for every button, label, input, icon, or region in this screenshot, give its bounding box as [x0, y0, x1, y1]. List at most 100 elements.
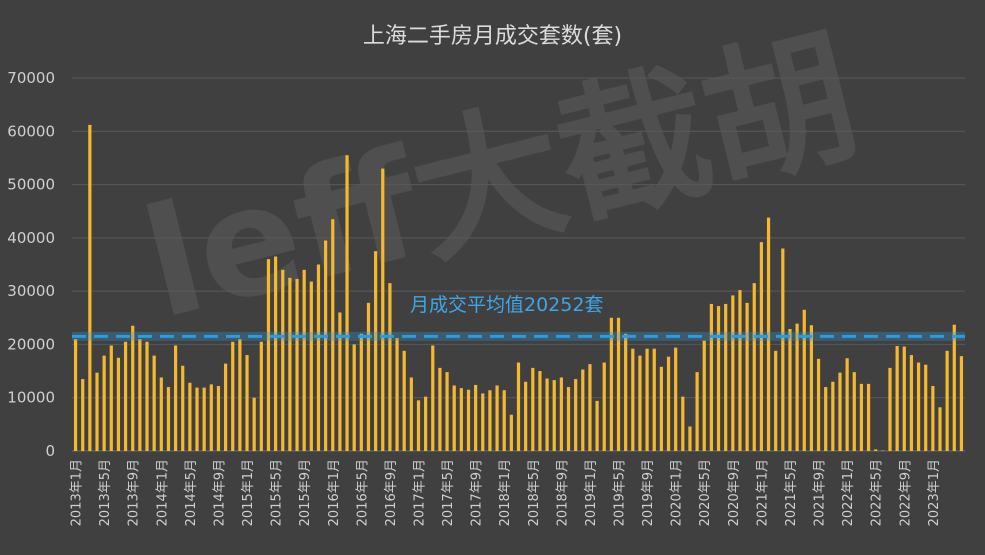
bar	[816, 358, 821, 451]
bar	[909, 355, 914, 451]
bar	[545, 378, 549, 451]
bar	[402, 350, 406, 451]
bar	[709, 303, 713, 451]
bar	[645, 348, 649, 451]
bar	[524, 381, 528, 451]
bar	[638, 355, 642, 451]
bar	[123, 341, 128, 451]
y-tick-label: 50000	[7, 176, 55, 194]
x-tick-label: 2016年5月	[355, 459, 370, 526]
bar	[345, 155, 349, 451]
bar	[516, 362, 521, 451]
bar	[766, 217, 771, 451]
bar	[88, 124, 92, 452]
bar	[795, 323, 799, 451]
x-tick-label: 2021年5月	[784, 459, 799, 526]
bar	[681, 396, 685, 451]
bar	[809, 325, 814, 451]
bar	[359, 333, 363, 451]
bar	[416, 400, 421, 451]
y-axis-tick-labels: 0 10000 20000 30000 40000 50000 60000 70000	[7, 69, 55, 460]
x-tick-label: 2020年1月	[670, 459, 685, 526]
bar	[724, 303, 728, 451]
bar	[245, 355, 249, 451]
bar	[752, 283, 756, 451]
bar	[531, 367, 535, 451]
x-tick-label: 2016年1月	[327, 459, 342, 526]
bar	[924, 364, 928, 451]
y-tick-label: 10000	[7, 389, 55, 407]
y-tick-label: 40000	[7, 229, 55, 247]
x-tick-label: 2014年5月	[184, 459, 199, 526]
average-label: 月成交平均值20252套	[410, 294, 604, 316]
bar	[631, 348, 635, 451]
bar	[73, 339, 78, 451]
bar	[424, 396, 428, 451]
bar	[502, 390, 506, 451]
bar	[888, 367, 892, 451]
x-tick-label: 2018年1月	[498, 459, 513, 526]
bar	[945, 350, 949, 451]
bar	[445, 372, 449, 451]
bar	[216, 385, 221, 451]
bar	[209, 384, 213, 451]
bar	[409, 377, 413, 451]
bar	[738, 290, 742, 451]
bar	[731, 295, 735, 451]
bar	[602, 362, 606, 451]
x-tick-label: 2021年9月	[813, 459, 828, 526]
x-tick-label: 2014年1月	[155, 459, 170, 526]
bar	[381, 168, 385, 452]
x-tick-label: 2015年1月	[241, 459, 256, 526]
bar	[145, 341, 149, 451]
bar	[166, 387, 171, 451]
bar	[431, 345, 435, 451]
bar	[874, 449, 878, 451]
bar	[674, 347, 678, 451]
bar	[438, 367, 442, 451]
x-tick-label: 2013年5月	[98, 459, 113, 526]
bar	[273, 256, 278, 451]
bar	[802, 309, 806, 451]
bar	[509, 414, 513, 451]
bar	[552, 380, 556, 451]
bar	[824, 387, 828, 451]
x-tick-label: 2014年9月	[212, 459, 227, 526]
bar	[252, 397, 256, 451]
bar	[859, 383, 864, 451]
bar	[188, 382, 192, 451]
bar	[309, 281, 313, 451]
bar	[759, 242, 764, 451]
bar	[716, 306, 721, 451]
chart-title: 上海二手房月成交套数(套)	[362, 24, 623, 49]
bar	[902, 346, 906, 451]
x-tick-label: 2023年1月	[927, 459, 942, 526]
bar	[895, 346, 899, 451]
bar	[838, 372, 842, 451]
bar	[295, 278, 299, 451]
bar	[695, 372, 699, 451]
bar	[581, 369, 585, 451]
x-axis-tick-labels: 2013年1月 2013年5月 2013年9月 2014年1月 2014年5月 2014年…	[70, 459, 942, 526]
bars	[73, 124, 964, 452]
bar	[652, 348, 656, 451]
bar	[595, 400, 599, 451]
y-tick-label: 0	[45, 442, 55, 460]
bar	[774, 350, 778, 451]
x-tick-label: 2015年9月	[298, 459, 313, 526]
bar	[588, 364, 592, 451]
x-tick-label: 2016年9月	[384, 459, 399, 526]
bar	[338, 312, 342, 451]
bar	[852, 372, 856, 451]
bar	[366, 302, 371, 451]
bar	[624, 333, 628, 451]
bar	[181, 365, 185, 451]
bar	[831, 381, 835, 451]
x-tick-label: 2013年1月	[70, 459, 85, 526]
bar	[352, 344, 356, 451]
x-tick-label: 2017年1月	[412, 459, 427, 526]
bar	[95, 372, 99, 451]
bar	[173, 345, 178, 451]
y-tick-label: 70000	[7, 69, 55, 87]
x-tick-label: 2022年9月	[898, 459, 913, 526]
